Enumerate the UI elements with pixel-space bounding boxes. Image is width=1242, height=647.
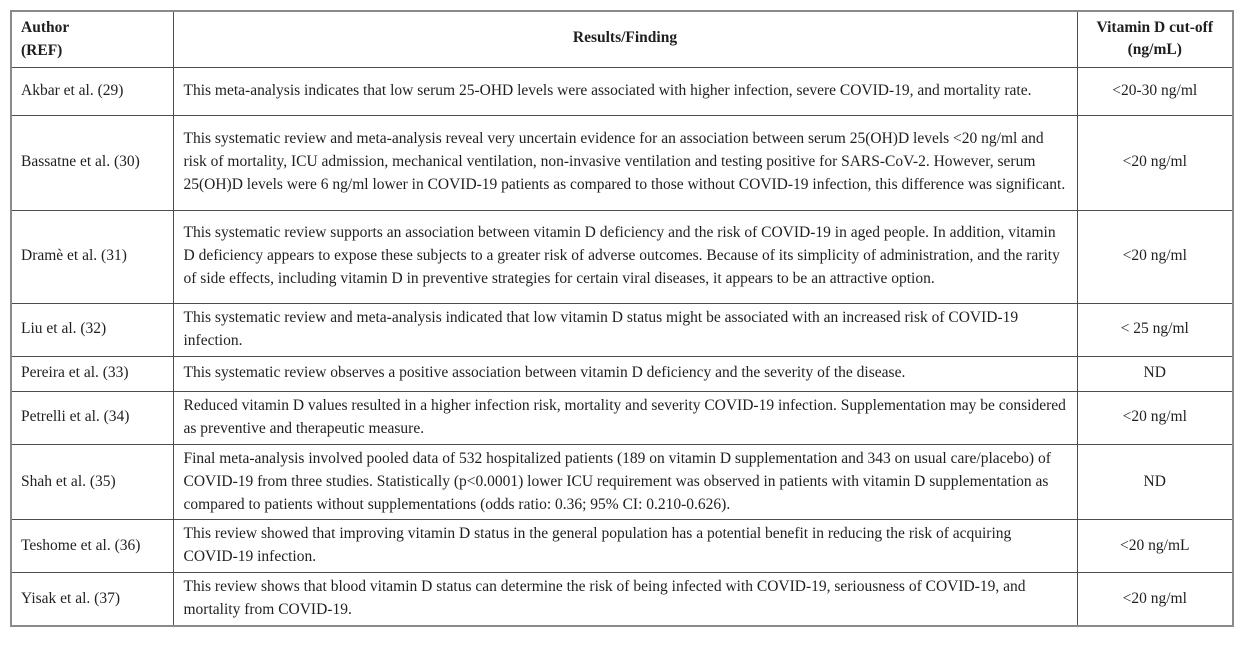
cutoff-cell: <20-30 ng/ml [1076, 66, 1234, 116]
header-cutoff-line1: Vitamin D cut-off [1096, 18, 1213, 36]
cutoff-cell: <20 ng/ml [1076, 209, 1234, 304]
table-row: Akbar et al. (29) This meta-analysis indi… [10, 66, 1234, 116]
finding-cell: This systematic review and meta-analysis… [172, 302, 1078, 357]
vitamin-d-review-table: Author (REF) Results/Finding Vitamin D c… [10, 10, 1234, 628]
cutoff-cell: <20 ng/ml [1076, 572, 1234, 627]
table-row: Petrelli et al. (34) Reduced vitamin D va… [10, 390, 1234, 445]
author-cell: Shah et al. (35) [10, 443, 174, 521]
table-row: Liu et al. (32) This systematic review an… [10, 302, 1234, 357]
header-author: Author (REF) [10, 11, 174, 68]
finding-cell: This systematic review and meta-analysis… [172, 114, 1078, 211]
cutoff-cell: <20 ng/mL [1076, 519, 1234, 574]
cutoff-cell: ND [1076, 443, 1234, 521]
table-body: Akbar et al. (29) This meta-analysis indi… [10, 66, 1234, 627]
table-row: Shah et al. (35) Final meta-analysis invo… [10, 443, 1234, 521]
cutoff-cell: ND [1076, 355, 1234, 392]
finding-cell: Reduced vitamin D values resulted in a h… [172, 390, 1078, 445]
table-row: Teshome et al. (36) This review showed th… [10, 519, 1234, 574]
author-cell: Bassatne et al. (30) [10, 114, 174, 211]
author-cell: Dramè et al. (31) [10, 209, 174, 304]
author-cell: Liu et al. (32) [10, 302, 174, 357]
header-cutoff: Vitamin D cut-off (ng/mL) [1076, 11, 1234, 68]
finding-cell: This review showed that improving vitami… [172, 519, 1078, 574]
author-cell: Yisak et al. (37) [10, 572, 174, 627]
author-cell: Akbar et al. (29) [10, 66, 174, 116]
cutoff-cell: <20 ng/ml [1076, 114, 1234, 211]
author-cell: Petrelli et al. (34) [10, 390, 174, 445]
header-author-line1: Author [21, 19, 70, 36]
author-cell: Pereira et al. (33) [10, 355, 174, 392]
table-row: Bassatne et al. (30) This systematic revi… [10, 114, 1234, 211]
finding-cell: This meta-analysis indicates that low se… [172, 66, 1078, 116]
header-row: Author (REF) Results/Finding Vitamin D c… [10, 11, 1234, 68]
table-row: Yisak et al. (37) This review shows that … [10, 572, 1234, 627]
table-row: Pereira et al. (33) This systematic revie… [10, 355, 1234, 392]
cutoff-cell: <20 ng/ml [1076, 390, 1234, 445]
author-cell: Teshome et al. (36) [10, 519, 174, 574]
table-header: Author (REF) Results/Finding Vitamin D c… [10, 11, 1234, 68]
finding-cell: Final meta-analysis involved pooled data… [172, 443, 1078, 521]
cutoff-cell: < 25 ng/ml [1076, 302, 1234, 357]
header-author-line2: (REF) [21, 41, 63, 59]
header-results-label: Results/Finding [572, 28, 678, 46]
finding-cell: This systematic review observes a positi… [172, 355, 1078, 392]
table-row: Dramè et al. (31) This systematic review … [10, 209, 1234, 304]
finding-cell: This review shows that blood vitamin D s… [172, 572, 1078, 627]
header-results-finding: Results/Finding [172, 11, 1078, 68]
header-cutoff-line2: (ng/mL) [1127, 41, 1182, 59]
finding-cell: This systematic review supports an assoc… [172, 209, 1078, 304]
